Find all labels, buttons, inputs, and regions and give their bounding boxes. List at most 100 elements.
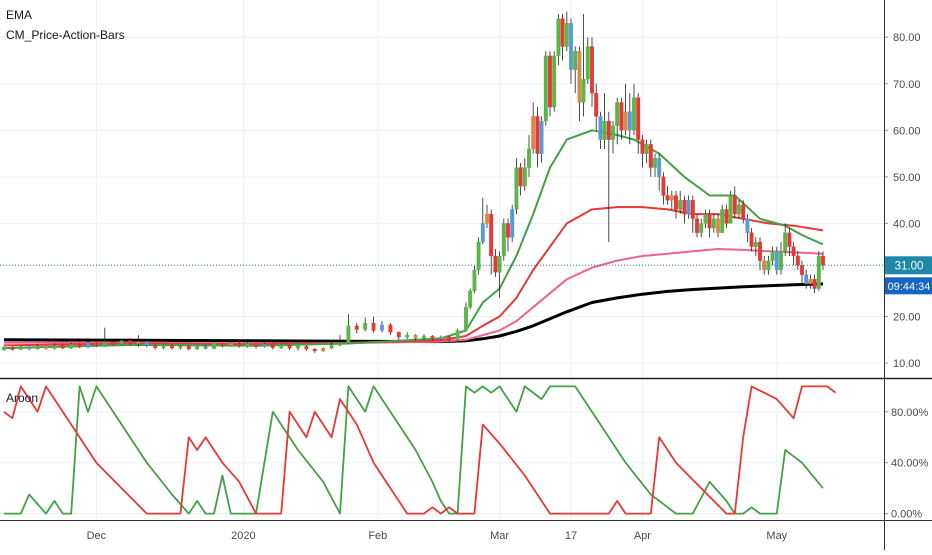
price-tick-label: 50.00	[893, 172, 921, 184]
candle-body	[703, 213, 708, 224]
candle-body	[804, 274, 809, 285]
candle-body	[543, 55, 548, 122]
candle-body	[102, 341, 107, 346]
candle-body	[363, 322, 368, 330]
candle-body	[497, 255, 502, 273]
candle-body	[548, 55, 552, 108]
time-tick-label: Feb	[368, 530, 387, 542]
candle-body	[228, 343, 233, 346]
candle-body	[468, 290, 473, 308]
candle-body	[128, 340, 132, 344]
candle-body	[476, 241, 481, 271]
candle-body	[69, 344, 74, 349]
candle-body	[606, 120, 611, 140]
candle-body	[501, 223, 506, 257]
candle-body	[413, 334, 418, 339]
candle-body	[728, 195, 733, 224]
candle-body	[2, 347, 6, 351]
candle-body	[287, 344, 292, 349]
candle-body	[779, 251, 783, 271]
candle-body	[716, 218, 720, 233]
price-tick-label: 60.00	[893, 125, 921, 137]
candle-body	[758, 241, 762, 261]
candle-body	[657, 158, 662, 178]
candle-body	[212, 342, 216, 349]
candle-body	[564, 23, 569, 47]
candle-body	[485, 213, 489, 224]
legend-ema[interactable]: EMA	[6, 8, 33, 22]
candle-body	[749, 232, 754, 247]
candle-body	[522, 167, 527, 187]
price-tick-label: 70.00	[893, 79, 921, 91]
candle-body	[153, 345, 158, 348]
candle-body	[737, 204, 741, 215]
candle-body	[724, 209, 729, 224]
candle-body	[438, 336, 443, 339]
candle-body	[602, 120, 607, 140]
time-tick-label: May	[766, 530, 787, 542]
candle-body	[346, 325, 351, 344]
candle-body	[640, 139, 645, 154]
candle-body	[518, 167, 523, 187]
candle-body	[674, 195, 678, 210]
candle-body	[493, 255, 498, 273]
legend-price-action-bars[interactable]: CM_Price-Action-Bars	[6, 28, 125, 42]
candle-body	[405, 334, 410, 338]
candle-body	[52, 345, 57, 349]
candle-body	[774, 251, 779, 271]
candle-body	[531, 116, 536, 150]
candle-body	[321, 347, 326, 352]
candle-body	[821, 255, 825, 266]
candle-body	[161, 345, 166, 348]
candle-body	[371, 322, 376, 331]
candle-body	[354, 325, 359, 330]
candle-body	[611, 125, 615, 140]
aroon-tick-label: 40.00%	[891, 458, 929, 470]
candle-body	[262, 344, 267, 347]
candle-body	[623, 111, 628, 131]
price-badge	[885, 256, 932, 275]
candle-body	[44, 346, 48, 349]
candle-body	[569, 23, 573, 70]
candle-body	[396, 332, 401, 338]
candle-body	[296, 346, 300, 349]
candle-body	[573, 51, 578, 70]
candle-body	[245, 343, 250, 347]
candle-body	[539, 120, 544, 154]
candle-body	[800, 265, 804, 275]
candle-body	[186, 346, 191, 350]
candle-body	[119, 340, 124, 345]
candle-body	[669, 195, 674, 201]
price-tick-label: 20.00	[893, 311, 921, 323]
candle-body	[741, 204, 746, 219]
aroon-down-line	[3, 385, 837, 515]
candle-body	[304, 346, 309, 350]
candle-body	[312, 348, 317, 352]
candle-body	[10, 347, 15, 350]
candle-body	[560, 18, 565, 47]
candle-body	[695, 218, 699, 233]
candle-body	[783, 232, 788, 252]
candle-body	[489, 213, 494, 257]
aroon-tick-label: 0.00%	[891, 509, 922, 521]
candle-body	[35, 346, 40, 350]
candle-body	[653, 158, 657, 168]
candle-body	[203, 346, 208, 349]
candle-body	[665, 195, 670, 201]
candle-body	[237, 343, 242, 347]
candle-body	[720, 209, 725, 233]
legend-aroon[interactable]: Aroon	[6, 391, 39, 405]
candle-body	[753, 241, 758, 247]
candle-body	[329, 345, 334, 349]
candle-body	[699, 223, 704, 233]
aroon-up-line	[4, 385, 824, 515]
candle-body	[535, 116, 540, 154]
candle-body	[598, 116, 603, 140]
badge-layer: 31.00 09:44:34	[0, 256, 932, 295]
price-tick-label: 10.00	[893, 358, 921, 370]
candle-body	[636, 97, 641, 140]
candle-body	[745, 218, 750, 233]
candle-body	[816, 255, 821, 289]
